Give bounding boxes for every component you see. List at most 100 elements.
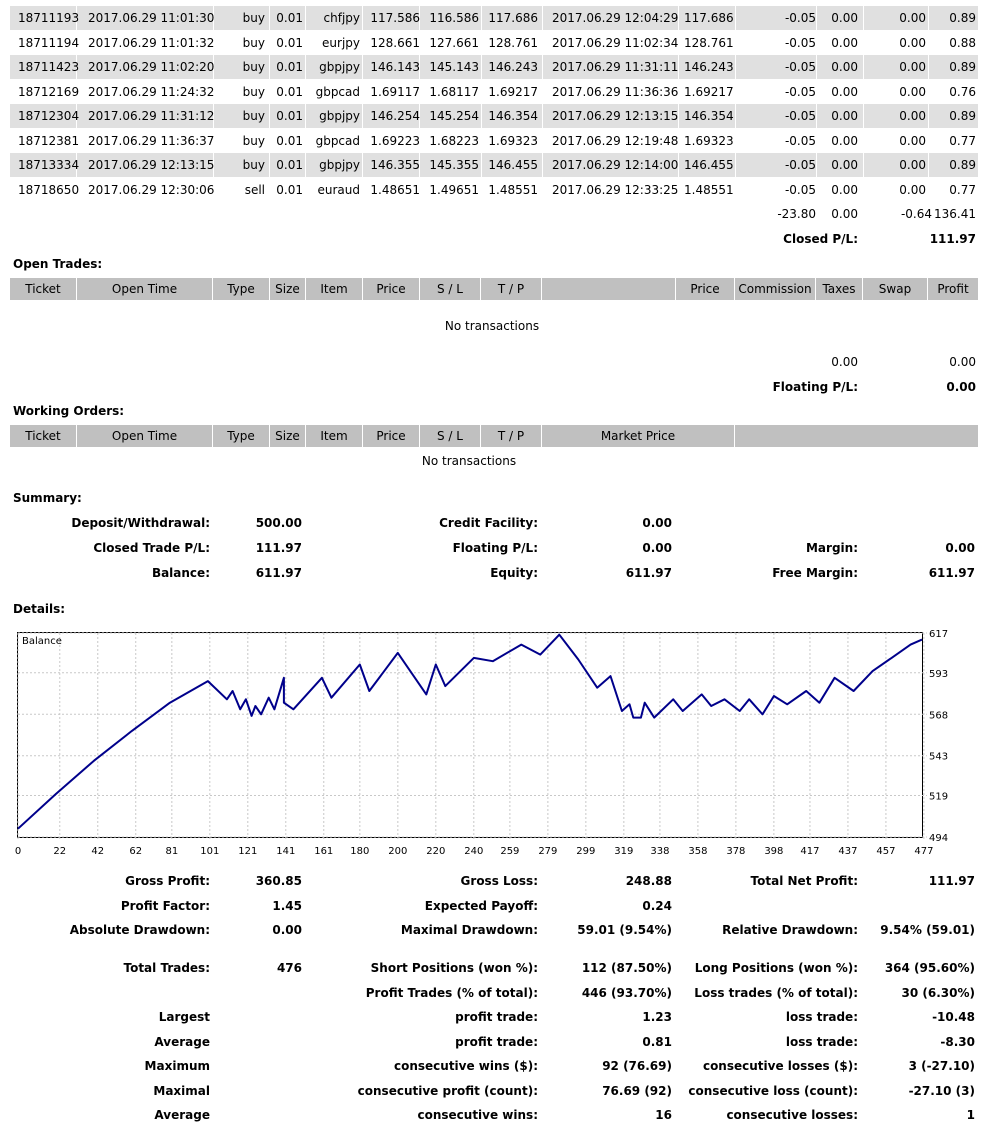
x-tick-label: 338 bbox=[650, 846, 669, 857]
cell-profit: 0.89 bbox=[949, 109, 976, 123]
balance-line bbox=[17, 633, 923, 830]
cell-price: 1.69223 bbox=[370, 133, 420, 148]
cell-close-price: 128.761 bbox=[684, 35, 734, 50]
maximum-label: Maximum bbox=[144, 1059, 210, 1073]
loss-trades-value: 30 (6.30%) bbox=[901, 986, 975, 1000]
table-row: 18712381 2017.06.29 11:36:37 buy 0.01 gbpcad… bbox=[0, 129, 1001, 153]
cell-type: buy bbox=[242, 11, 265, 25]
total-profit: 136.41 bbox=[934, 207, 976, 221]
total-trades-label: Total Trades: bbox=[123, 961, 210, 975]
cell-taxes: 0.00 bbox=[831, 35, 858, 50]
cell-close-price: 1.69323 bbox=[684, 133, 734, 148]
profit-factor-label: Profit Factor: bbox=[120, 899, 210, 913]
free-margin-label: Free Margin: bbox=[772, 566, 858, 580]
cell-close-time: 2017.06.29 12:19:48 bbox=[552, 133, 679, 148]
chart-grid bbox=[17, 632, 927, 841]
col-ticket: Ticket bbox=[25, 282, 61, 296]
col-price-2: Price bbox=[690, 282, 720, 296]
maximal-consec-profit-value: 76.69 (92) bbox=[602, 1084, 672, 1098]
x-tick-label: 0 bbox=[15, 846, 21, 857]
table-row: 18712169 2017.06.29 11:24:32 buy 0.01 gbpcad… bbox=[0, 80, 1001, 104]
cell-size: 0.01 bbox=[276, 133, 303, 148]
x-tick-label: 62 bbox=[129, 846, 142, 857]
x-tick-label: 279 bbox=[538, 846, 557, 857]
cell-tp: 1.48551 bbox=[488, 182, 538, 197]
cell-swap: 0.00 bbox=[899, 11, 926, 25]
cell-item: gbpjpy bbox=[319, 109, 360, 123]
long-positions-value: 364 (95.60%) bbox=[884, 961, 975, 975]
cell-swap: 0.00 bbox=[899, 84, 926, 99]
col-sl: S / L bbox=[437, 429, 463, 443]
cell-price: 146.355 bbox=[370, 158, 420, 172]
relative-drawdown-label: Relative Drawdown: bbox=[722, 923, 858, 937]
cell-close-time: 2017.06.29 12:33:25 bbox=[552, 182, 679, 197]
cell-commission: -0.05 bbox=[784, 158, 816, 172]
avg-consec-losses-value: 1 bbox=[966, 1108, 975, 1122]
col-size: Size bbox=[275, 282, 300, 296]
cell-item: gbpjpy bbox=[319, 60, 360, 74]
x-tick-label: 378 bbox=[726, 846, 745, 857]
cell-tp: 1.69217 bbox=[488, 84, 538, 99]
col-open-time: Open Time bbox=[111, 429, 178, 443]
cell-taxes: 0.00 bbox=[831, 182, 858, 197]
working-orders-header: Ticket Open Time Type Size Item Price S … bbox=[10, 425, 978, 447]
total-taxes: 0.00 bbox=[831, 207, 858, 221]
short-positions-value: 112 (87.50%) bbox=[581, 961, 672, 975]
cell-swap: 0.00 bbox=[899, 133, 926, 148]
long-positions-label: Long Positions (won %): bbox=[694, 961, 858, 975]
cell-profit: 0.88 bbox=[949, 35, 976, 50]
average-profit-label: profit trade: bbox=[455, 1035, 538, 1049]
cell-commission: -0.05 bbox=[784, 35, 816, 50]
x-tick-label: 477 bbox=[914, 846, 933, 857]
cell-open-time: 2017.06.29 12:13:15 bbox=[88, 158, 215, 172]
cell-taxes: 0.00 bbox=[831, 60, 858, 74]
profit-factor-value: 1.45 bbox=[272, 899, 302, 913]
cell-price: 128.661 bbox=[370, 35, 420, 50]
x-tick-label: 22 bbox=[53, 846, 66, 857]
cell-item: gbpcad bbox=[315, 133, 360, 148]
gross-loss-value: 248.88 bbox=[625, 874, 672, 888]
cell-swap: 0.00 bbox=[899, 60, 926, 74]
y-tick-label: 543 bbox=[929, 752, 948, 763]
cell-type: buy bbox=[242, 35, 265, 50]
closed-pl-label: Closed P/L: bbox=[783, 232, 858, 246]
closed-trade-pl-value: 111.97 bbox=[255, 541, 302, 555]
cell-close-time: 2017.06.29 11:02:34 bbox=[552, 35, 679, 50]
largest-label: Largest bbox=[158, 1010, 210, 1024]
cell-profit: 0.77 bbox=[949, 182, 976, 197]
y-tick-label: 494 bbox=[929, 833, 948, 844]
x-tick-label: 417 bbox=[800, 846, 819, 857]
deposit-value: 500.00 bbox=[255, 516, 302, 530]
summary-floating-pl-label: Floating P/L: bbox=[452, 541, 538, 555]
cell-open-time: 2017.06.29 11:01:30 bbox=[88, 11, 215, 25]
cell-tp: 1.69323 bbox=[488, 133, 538, 148]
cell-ticket: 18711194 bbox=[18, 35, 80, 50]
table-row: 18711194 2017.06.29 11:01:32 buy 0.01 eurjpy… bbox=[0, 31, 1001, 55]
cell-price: 1.69117 bbox=[370, 84, 420, 99]
avg-consec-wins-label: consecutive wins: bbox=[417, 1108, 538, 1122]
cell-close-price: 117.686 bbox=[684, 11, 734, 25]
cell-sl: 1.68223 bbox=[429, 133, 479, 148]
cell-close-price: 1.69217 bbox=[684, 84, 734, 99]
margin-label: Margin: bbox=[805, 541, 858, 555]
cell-size: 0.01 bbox=[276, 109, 303, 123]
max-consec-losses-value: 3 (-27.10) bbox=[908, 1059, 975, 1073]
cell-swap: 0.00 bbox=[899, 182, 926, 197]
cell-commission: -0.05 bbox=[784, 109, 816, 123]
table-row: 18718650 2017.06.29 12:30:06 sell 0.01 eurau… bbox=[0, 178, 1001, 202]
cell-ticket: 18712304 bbox=[18, 109, 80, 123]
cell-taxes: 0.00 bbox=[831, 158, 858, 172]
cell-tp: 146.455 bbox=[488, 158, 538, 172]
col-taxes: Taxes bbox=[822, 282, 856, 296]
x-tick-label: 141 bbox=[276, 846, 295, 857]
cell-close-time: 2017.06.29 12:04:29 bbox=[552, 11, 679, 25]
chart-plot-area bbox=[17, 632, 923, 838]
cell-close-price: 146.455 bbox=[684, 158, 734, 172]
cell-commission: -0.05 bbox=[784, 60, 816, 74]
cell-tp: 146.354 bbox=[488, 109, 538, 123]
gross-profit-label: Gross Profit: bbox=[125, 874, 210, 888]
cell-close-time: 2017.06.29 11:31:11 bbox=[552, 60, 679, 74]
col-sl: S / L bbox=[437, 282, 463, 296]
equity-value: 611.97 bbox=[625, 566, 672, 580]
maximal-drawdown-value: 59.01 (9.54%) bbox=[577, 923, 672, 937]
